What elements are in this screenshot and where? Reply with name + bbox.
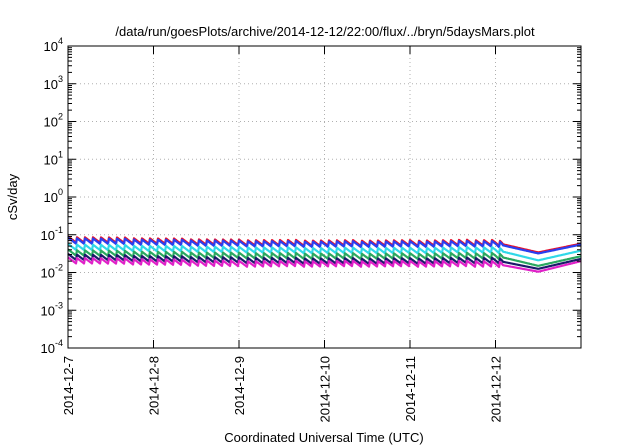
x-tick-label: 2014-12-12 bbox=[489, 356, 504, 423]
y-tick-label: 10-2 bbox=[41, 263, 63, 281]
chart-title: /data/run/goesPlots/archive/2014-12-12/2… bbox=[115, 24, 535, 39]
y-tick-label: 101 bbox=[44, 149, 63, 167]
series-line-6 bbox=[67, 256, 582, 273]
series-line-3 bbox=[67, 242, 582, 262]
y-tick-label: 102 bbox=[44, 112, 63, 130]
y-tick-label: 104 bbox=[44, 36, 63, 54]
x-tick-label: 2014-12-9 bbox=[232, 356, 247, 415]
x-tick-label: 2014-12-8 bbox=[147, 356, 162, 415]
series-line-5 bbox=[67, 252, 582, 270]
y-tick-label: 10-3 bbox=[41, 300, 63, 318]
y-tick-label: 10-1 bbox=[41, 225, 63, 243]
y-axis: 10-4 10-3 10-2 10-1 100 101 102 103 104 bbox=[41, 36, 581, 356]
series-layer bbox=[67, 235, 582, 273]
x-axis: 2014-12-7 2014-12-8 2014-12-9 2014-12-10 201… bbox=[61, 46, 504, 423]
grid bbox=[68, 46, 581, 348]
series-line-4 bbox=[67, 248, 582, 267]
x-tick-label: 2014-12-11 bbox=[403, 356, 418, 422]
y-tick-label: 10-4 bbox=[41, 338, 63, 356]
y-tick-label: 103 bbox=[44, 74, 63, 92]
x-axis-label: Coordinated Universal Time (UTC) bbox=[224, 430, 423, 445]
x-tick-label: 2014-12-7 bbox=[61, 356, 76, 415]
y-tick-label: 100 bbox=[44, 187, 63, 205]
y-axis-label: cSv/day bbox=[5, 173, 20, 220]
series-line-2 bbox=[67, 236, 582, 255]
x-tick-label: 2014-12-10 bbox=[318, 356, 333, 423]
